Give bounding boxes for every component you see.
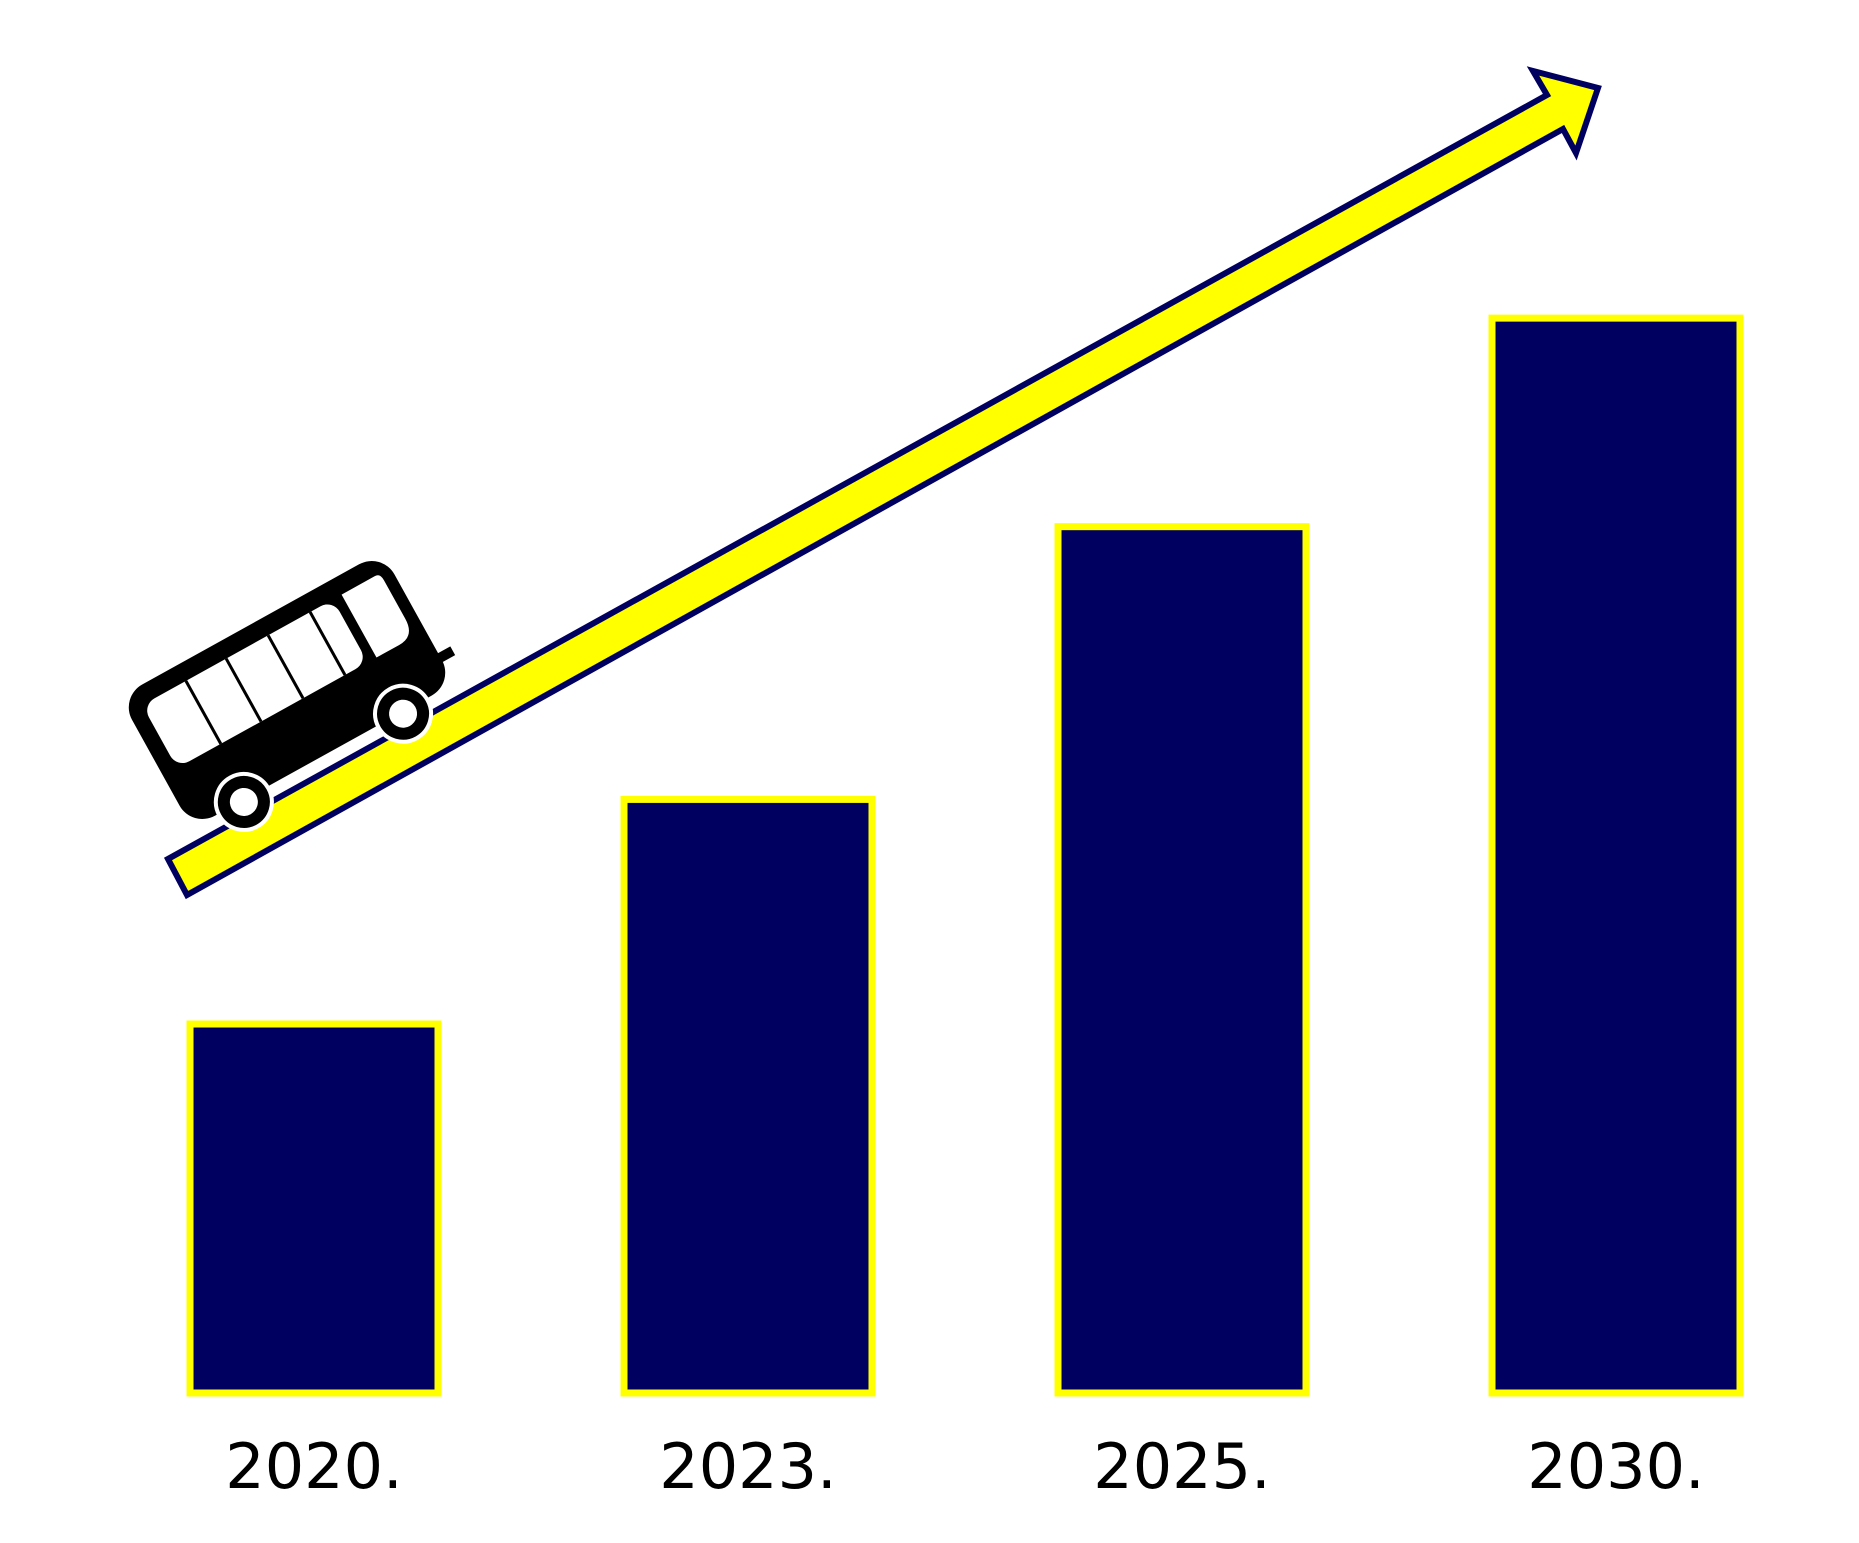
trend-arrow xyxy=(163,66,1602,900)
x-tick-label-3: 2030. xyxy=(1527,1430,1705,1503)
bar-2 xyxy=(1054,523,1310,1397)
x-tick-label-2: 2025. xyxy=(1093,1430,1271,1503)
x-tick-label-1: 2023. xyxy=(659,1430,837,1503)
bar-0 xyxy=(186,1020,442,1397)
bar-1 xyxy=(620,795,876,1397)
x-axis-labels: 2020. 2023. 2025. 2030. xyxy=(225,1430,1705,1503)
bars-group xyxy=(186,314,1744,1397)
x-tick-label-0: 2020. xyxy=(225,1430,403,1503)
bar-3 xyxy=(1488,314,1744,1397)
trend-arrow-icon xyxy=(163,66,1602,900)
bus-icon xyxy=(128,561,456,832)
